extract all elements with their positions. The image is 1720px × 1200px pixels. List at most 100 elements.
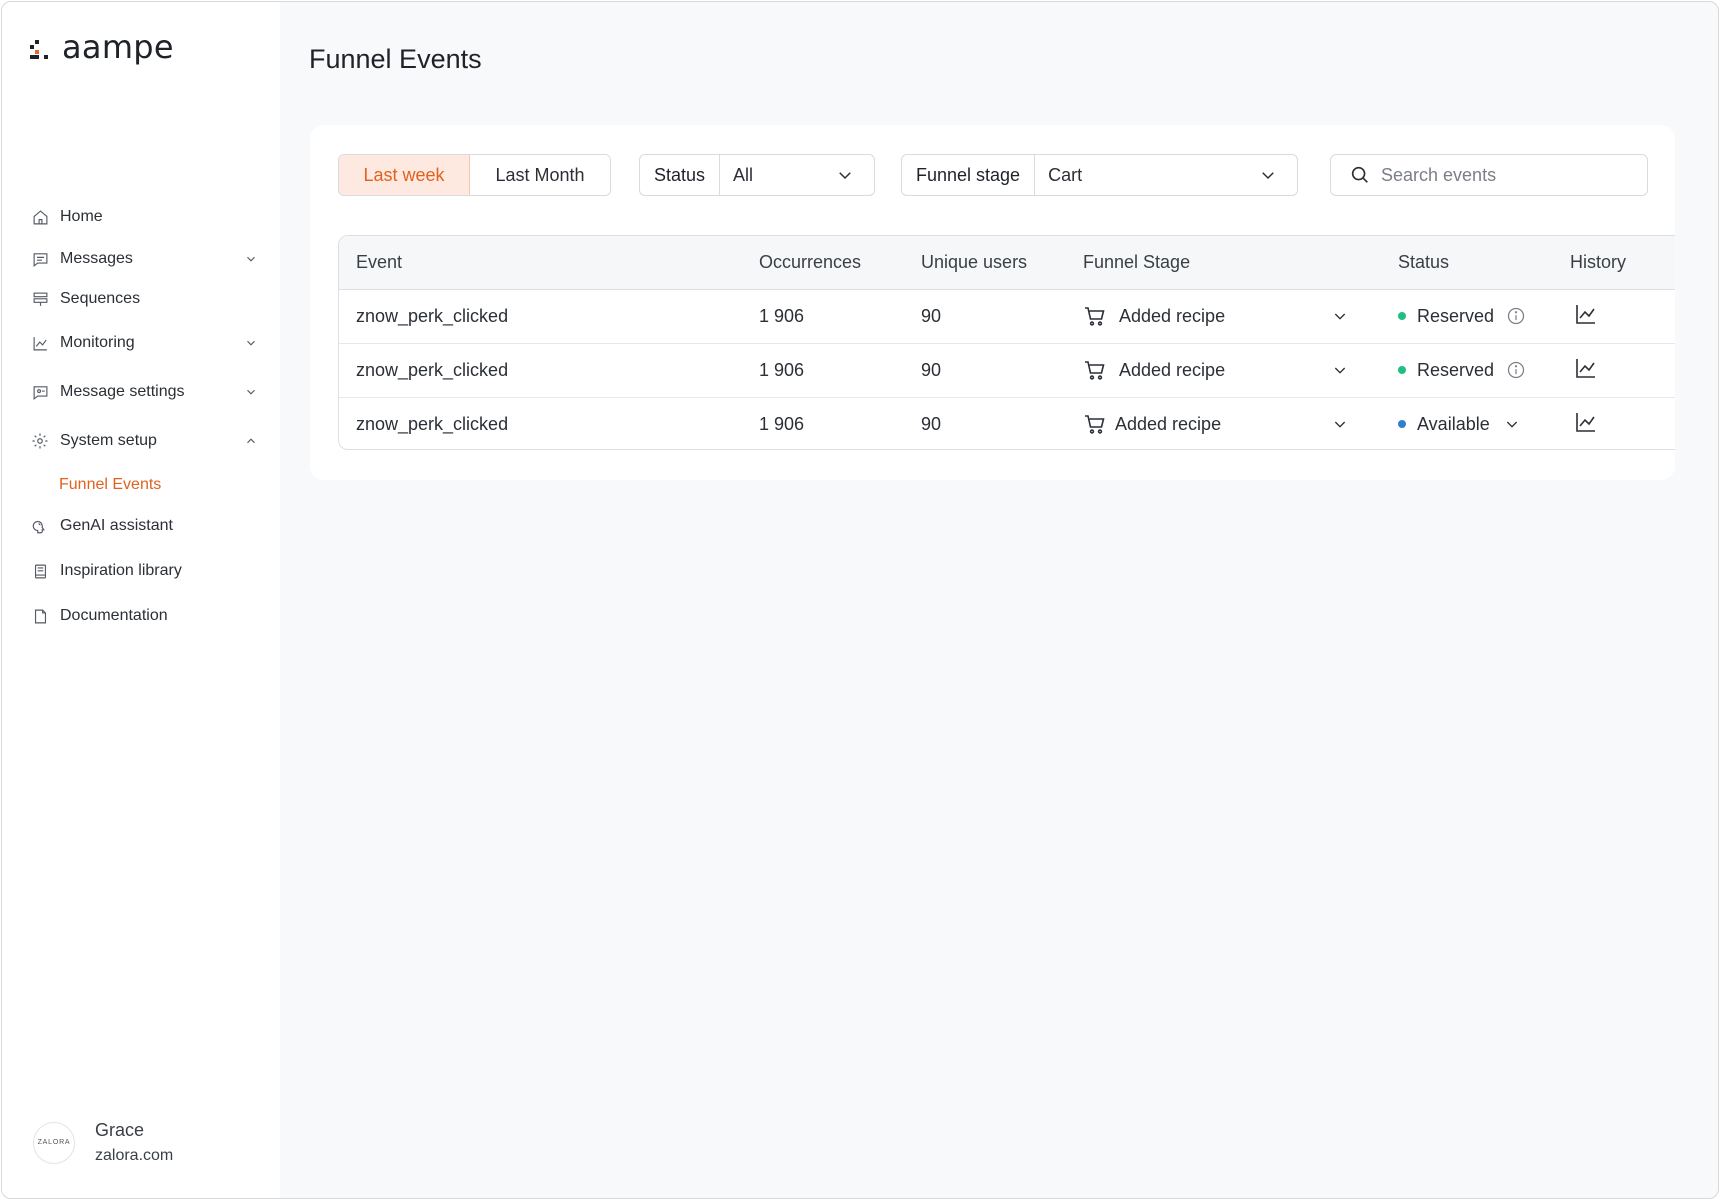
table-row: znow_perk_clicked 1 906 90 Added recipe	[339, 289, 1675, 344]
status-cell: Reserved	[1398, 289, 1570, 344]
book-icon	[31, 562, 49, 580]
user-name: Grace	[95, 1120, 145, 1140]
chevron-down-icon[interactable]	[1332, 308, 1348, 324]
sidebar-subitem-funnel-events[interactable]: Funnel Events	[59, 476, 162, 493]
sidebar-item-system-setup[interactable]: System setup	[2, 419, 280, 463]
event-name: znow_perk_clicked	[339, 343, 759, 398]
user-domain: zalora.com	[95, 1147, 174, 1164]
sidebar-item-genai-assistant[interactable]: GenAI assistant	[2, 504, 280, 548]
column-header-history[interactable]: History	[1570, 236, 1675, 290]
history-chart-icon[interactable]	[1574, 302, 1598, 326]
chevron-up-icon[interactable]	[244, 434, 258, 448]
table-row: znow_perk_clicked 1 906 90 Added recipe	[339, 397, 1675, 449]
funnel-stage-filter-select[interactable]: Funnel stage Cart	[901, 154, 1298, 196]
history-cell	[1570, 343, 1675, 398]
sidebar-item-messages[interactable]: Messages	[2, 237, 280, 281]
sidebar-item-message-settings[interactable]: Message settings	[2, 370, 280, 414]
occurrences: 1 906	[759, 413, 805, 434]
sidebar-item-label: GenAI assistant	[60, 517, 173, 534]
sidebar-item-label: Messages	[60, 250, 133, 267]
brain-icon	[31, 517, 49, 535]
date-range-toggle: Last week Last Month	[338, 154, 611, 196]
avatar: ZALORA	[33, 1121, 75, 1164]
sidebar-item-label: Monitoring	[60, 334, 135, 351]
history-chart-icon[interactable]	[1574, 356, 1598, 380]
chevron-down-icon[interactable]	[244, 336, 258, 350]
column-header-occurrences[interactable]: Occurrences	[759, 236, 921, 290]
search-input[interactable]	[1381, 164, 1621, 186]
sidebar-item-sequences[interactable]: Sequences	[2, 277, 280, 321]
status-filter-value: All	[733, 164, 754, 185]
status-dot	[1398, 366, 1406, 374]
search-icon	[1349, 164, 1371, 186]
occurrences: 1 906	[759, 343, 921, 398]
main-content: Funnel Events Last week Last Month Statu…	[280, 2, 1718, 1198]
sidebar: aampe Home Messages	[2, 2, 280, 1198]
sidebar-item-home[interactable]: Home	[2, 195, 280, 239]
sidebar-nav: Home Messages Sequences	[2, 195, 280, 638]
home-icon	[31, 208, 49, 226]
unique-users: 90	[921, 413, 942, 434]
sidebar-item-label: System setup	[60, 432, 157, 449]
chevron-down-icon	[836, 166, 854, 184]
sidebar-item-label: Home	[60, 208, 103, 225]
column-header-status[interactable]: Status	[1398, 236, 1570, 290]
document-icon	[31, 607, 49, 625]
range-last-month-button[interactable]: Last Month	[470, 155, 610, 195]
history-cell	[1570, 397, 1675, 449]
sidebar-item-label: Message settings	[60, 383, 185, 400]
unique-users: 90	[921, 343, 1083, 398]
funnel-stage-cell[interactable]: Added recipe	[1083, 397, 1398, 449]
event-name: znow_perk_clicked	[356, 413, 509, 434]
events-table: Event Occurrences Unique users Funnel St…	[338, 235, 1675, 450]
range-last-week-button[interactable]: Last week	[339, 155, 470, 195]
history-chart-icon[interactable]	[1574, 410, 1598, 434]
status-filter-label: Status	[640, 155, 721, 195]
sidebar-item-label: Inspiration library	[60, 562, 182, 579]
status-dot	[1398, 420, 1406, 429]
status-badge: Reserved	[1417, 305, 1495, 326]
user-profile[interactable]: ZALORA Grace zalora.com	[33, 1120, 173, 1165]
occurrences: 1 906	[759, 289, 921, 344]
status-cell[interactable]: Available	[1398, 397, 1570, 449]
column-header-funnel-stage[interactable]: Funnel Stage	[1083, 236, 1398, 290]
logo-text: aampe	[62, 28, 174, 66]
sidebar-item-documentation[interactable]: Documentation	[2, 594, 280, 638]
funnel-stage-filter-value: Cart	[1048, 164, 1083, 185]
column-header-unique-users[interactable]: Unique users	[921, 236, 1083, 290]
cart-icon	[1083, 412, 1107, 436]
status-filter-select[interactable]: Status All	[639, 154, 875, 196]
funnel-events-card: Last week Last Month Status All Funnel s…	[310, 125, 1675, 480]
status-cell: Reserved	[1398, 343, 1570, 398]
info-icon[interactable]	[1506, 360, 1526, 380]
column-header-event[interactable]: Event	[339, 236, 759, 290]
sequences-icon	[31, 290, 49, 308]
table-header-row: Event Occurrences Unique users Funnel St…	[339, 236, 1675, 290]
table-row: znow_perk_clicked 1 906 90 Added recipe	[339, 343, 1675, 398]
chevron-down-icon[interactable]	[1504, 416, 1520, 432]
funnel-stage-value: Added recipe	[1115, 413, 1222, 434]
cart-icon	[1083, 304, 1107, 328]
status-badge: Available	[1417, 413, 1490, 434]
chart-line-icon	[31, 334, 49, 352]
search-box[interactable]	[1330, 154, 1648, 196]
filter-toolbar: Last week Last Month Status All Funnel s…	[338, 154, 1648, 196]
message-settings-icon	[31, 383, 49, 401]
chevron-down-icon[interactable]	[1332, 362, 1348, 378]
status-dot	[1398, 312, 1406, 320]
history-cell	[1570, 289, 1675, 344]
info-icon[interactable]	[1506, 306, 1526, 326]
funnel-stage-value: Added recipe	[1119, 359, 1226, 380]
logo[interactable]: aampe	[30, 28, 174, 66]
sidebar-item-monitoring[interactable]: Monitoring	[2, 321, 280, 365]
chevron-down-icon[interactable]	[244, 252, 258, 266]
funnel-stage-cell[interactable]: Added recipe	[1083, 289, 1398, 344]
funnel-stage-cell[interactable]: Added recipe	[1083, 343, 1398, 398]
sidebar-item-label: Documentation	[60, 607, 168, 624]
gear-icon	[31, 432, 49, 450]
sidebar-item-inspiration-library[interactable]: Inspiration library	[2, 549, 280, 593]
chevron-down-icon[interactable]	[244, 385, 258, 399]
chevron-down-icon[interactable]	[1332, 416, 1348, 432]
sidebar-item-label: Sequences	[60, 290, 141, 307]
funnel-stage-value: Added recipe	[1119, 305, 1226, 326]
